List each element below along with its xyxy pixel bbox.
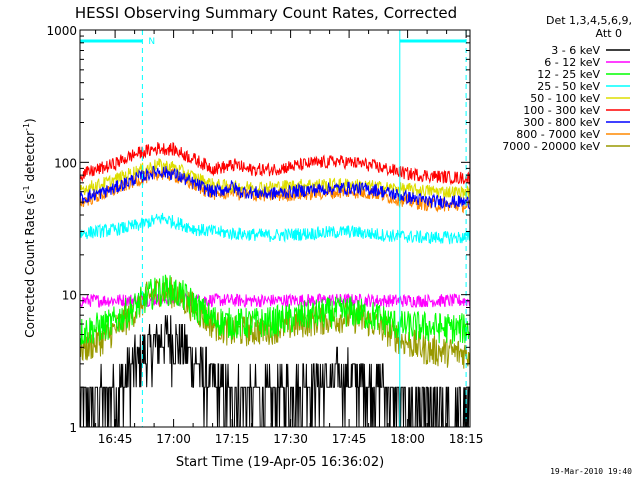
x-tick-label: 18:15 bbox=[449, 432, 484, 446]
y-tick-label: 1000 bbox=[46, 24, 77, 38]
legend-label-1: 3 - 6 keV bbox=[551, 44, 600, 57]
x-tick-label: 17:15 bbox=[215, 432, 250, 446]
series-line-4 bbox=[80, 212, 470, 245]
series-line-3 bbox=[80, 274, 470, 345]
legend-header-line-1: Det 1,3,4,5,6,9, bbox=[546, 14, 632, 27]
x-tick-label: 17:00 bbox=[156, 432, 191, 446]
legend-label-4: 25 - 50 keV bbox=[537, 80, 600, 93]
footer-timestamp: 19-Mar-2010 19:40 bbox=[550, 467, 632, 476]
x-axis-label: Start Time (19-Apr-05 16:36:02) bbox=[176, 455, 384, 470]
y-tick-label: 100 bbox=[54, 156, 77, 170]
legend-label-2: 6 - 12 keV bbox=[544, 56, 600, 69]
x-tick-label: 17:30 bbox=[273, 432, 308, 446]
legend-label-8: 800 - 7000 keV bbox=[516, 128, 600, 141]
legend-label-9: 7000 - 20000 keV bbox=[502, 140, 600, 153]
y-tick-label: 10 bbox=[62, 289, 77, 303]
x-tick-label: 17:45 bbox=[332, 432, 367, 446]
series-line-7 bbox=[80, 165, 470, 210]
chart-title: HESSI Observing Summary Count Rates, Cor… bbox=[75, 4, 457, 22]
night-markers: N bbox=[80, 30, 467, 427]
x-axis: 16:45 17:00 17:15 17:30 17:45 18:00 18:15 bbox=[95, 30, 484, 446]
series-line-6 bbox=[80, 142, 470, 186]
x-tick-label: 16:45 bbox=[98, 432, 133, 446]
x-tick-label: 18:00 bbox=[390, 432, 425, 446]
y-tick-label: 1 bbox=[69, 421, 77, 435]
series-line-5 bbox=[80, 158, 470, 200]
plot-frame bbox=[79, 29, 471, 428]
series-layer bbox=[80, 142, 470, 427]
night-label-n: N bbox=[148, 37, 155, 47]
legend-label-3: 12 - 25 keV bbox=[537, 68, 600, 81]
legend-label-6: 100 - 300 keV bbox=[523, 104, 600, 117]
legend-label-7: 300 - 800 keV bbox=[523, 116, 600, 129]
series-line-1 bbox=[80, 315, 470, 427]
legend-header-line-2: Att 0 bbox=[596, 27, 622, 40]
legend-label-5: 50 - 100 keV bbox=[530, 92, 600, 105]
y-axis-label: Corrected Count Rate (s-1 detector-1) bbox=[22, 118, 37, 337]
y-axis: 1 10 100 1000 bbox=[46, 24, 470, 435]
